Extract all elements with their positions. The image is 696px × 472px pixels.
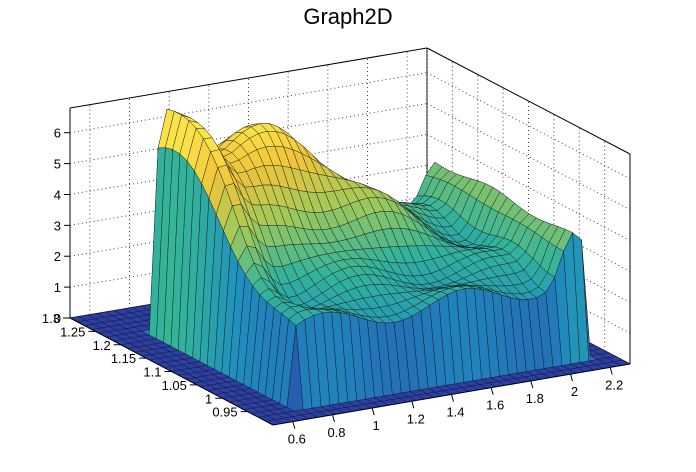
z-tick-label: 4 xyxy=(54,187,61,202)
x-tick-label: 0.8 xyxy=(327,425,345,440)
surface-mesh xyxy=(69,108,631,426)
x-tick-label: 0.6 xyxy=(288,432,306,447)
x-tick xyxy=(570,374,573,382)
x-tick xyxy=(371,407,375,416)
x-tick xyxy=(490,387,494,395)
axes: 0.6 0.8 1 1.2 1.4 1.6 1.8 2 2.20.9511.051.11.151… xyxy=(42,126,631,447)
grid-line xyxy=(69,103,428,165)
x-tick-label: 2 xyxy=(571,384,578,399)
z-tick-label: 3 xyxy=(54,218,61,233)
grid-line xyxy=(69,226,428,288)
y-tick-label: 1.3 xyxy=(42,311,60,326)
x-tick-label: 1.4 xyxy=(446,405,464,420)
z-tick-label: 2 xyxy=(54,249,61,264)
chart-title: Graph2D xyxy=(303,4,393,29)
x-tick xyxy=(411,401,415,409)
grid-line xyxy=(69,195,428,257)
x-tick-label: 1.6 xyxy=(486,398,504,413)
grid-line xyxy=(69,72,428,134)
x-tick xyxy=(451,394,454,402)
y-tick-label: 1.2 xyxy=(93,338,111,353)
x-tick xyxy=(530,380,534,389)
y-axis-line xyxy=(69,317,274,426)
x-axis-line xyxy=(272,363,631,426)
x-tick xyxy=(332,414,335,422)
x-tick xyxy=(609,367,613,375)
box-edge xyxy=(69,47,428,109)
x-tick xyxy=(292,421,296,429)
box-edge xyxy=(426,47,631,155)
y-tick-label: 1 xyxy=(205,391,212,406)
x-tick-label: 1.8 xyxy=(526,391,544,406)
z-tick-label: 0 xyxy=(54,311,61,326)
y-tick-label: 1.05 xyxy=(162,378,187,393)
y-tick-label: 1.1 xyxy=(143,365,161,380)
x-tick-label: 1 xyxy=(373,418,380,433)
y-tick-label: 1.25 xyxy=(60,324,85,339)
z-tick-label: 5 xyxy=(54,157,61,172)
z-tick-label: 6 xyxy=(54,126,61,141)
y-tick-label: 0.95 xyxy=(212,405,237,420)
y-tick-label: 1.15 xyxy=(111,351,136,366)
x-tick-label: 1.2 xyxy=(407,411,425,426)
z-tick-label: 1 xyxy=(54,280,61,295)
grid-line xyxy=(69,133,428,195)
x-tick-label: 2.2 xyxy=(605,377,623,392)
